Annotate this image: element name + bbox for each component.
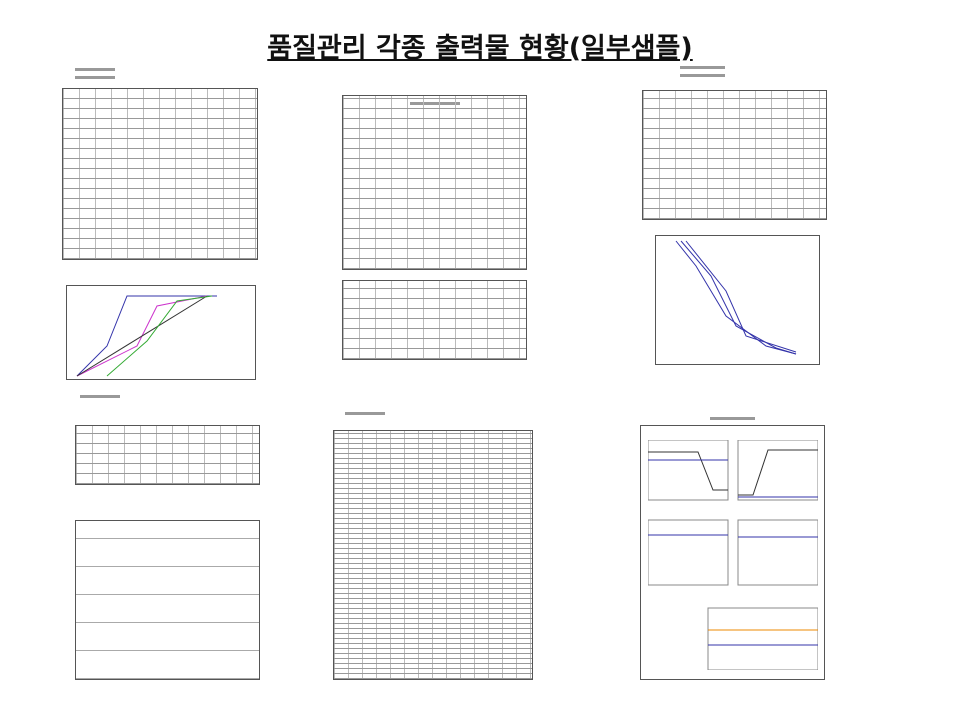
- gradation-chart: [66, 285, 256, 380]
- slide-title: 품질관리 각종 출력물 현황(일부샘플): [267, 33, 693, 64]
- gradation-chart-lines: [76, 295, 217, 377]
- mix-chart-lines: [675, 240, 797, 355]
- mix-chart: [655, 235, 820, 365]
- panel-charts: [648, 440, 818, 670]
